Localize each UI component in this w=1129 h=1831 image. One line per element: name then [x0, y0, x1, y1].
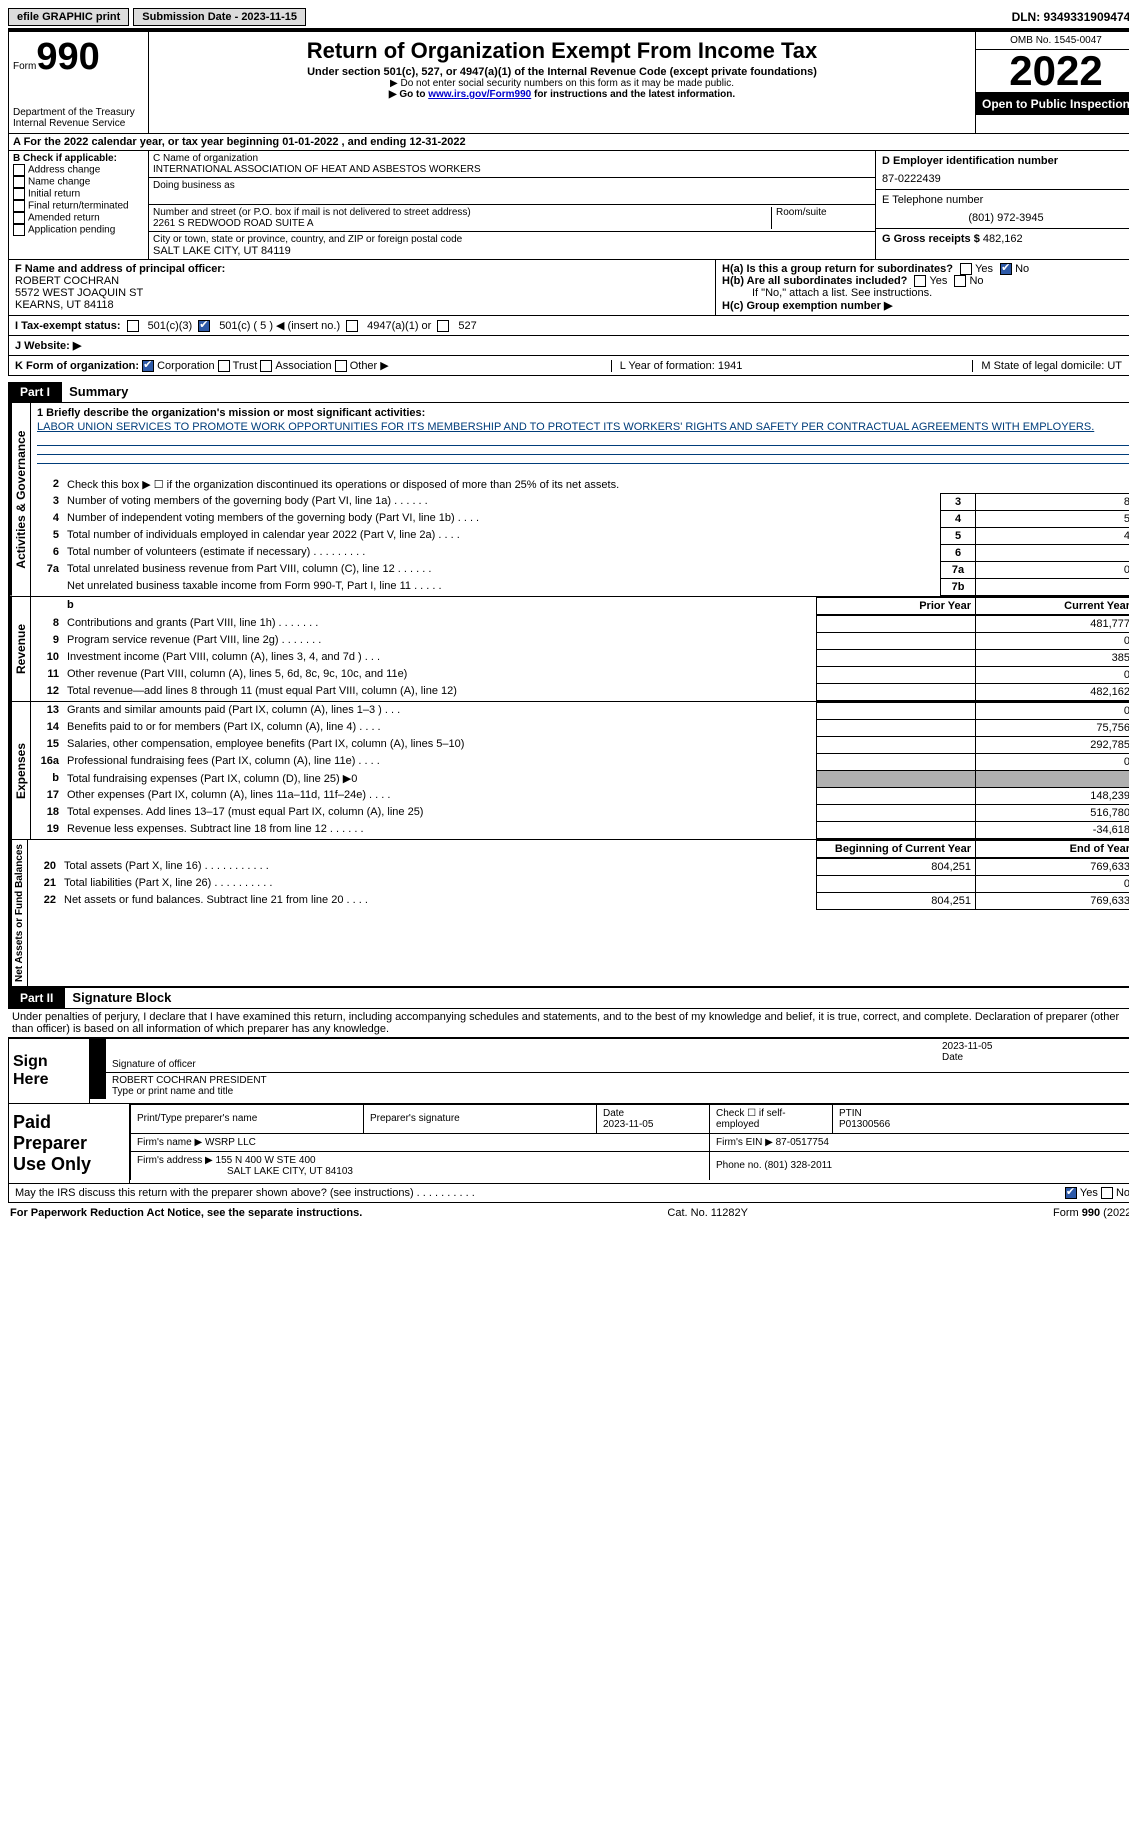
city-state-zip: SALT LAKE CITY, UT 84119	[153, 245, 871, 257]
side-expenses: Expenses	[10, 702, 30, 839]
col-d: D Employer identification number 87-0222…	[876, 151, 1129, 259]
org-name: INTERNATIONAL ASSOCIATION OF HEAT AND AS…	[153, 164, 871, 175]
side-netassets: Net Assets or Fund Balances	[10, 840, 27, 986]
firm-phone: (801) 328-2011	[764, 1160, 832, 1171]
firm-name: WSRP LLC	[205, 1137, 256, 1148]
open-to-public: Open to Public Inspection	[976, 93, 1129, 115]
street-address: 2261 S REDWOOD ROAD SUITE A	[153, 218, 771, 229]
penalty-text: Under penalties of perjury, I declare th…	[8, 1008, 1129, 1037]
form-number: Form990	[13, 36, 144, 79]
side-revenue: Revenue	[10, 597, 30, 701]
col-c: C Name of organization INTERNATIONAL ASS…	[149, 151, 876, 259]
cb-name-change[interactable]: Name change	[13, 176, 144, 188]
col-b: B Check if applicable: Address change Na…	[9, 151, 149, 259]
goto-note: ▶ Go to www.irs.gov/Form990 for instruct…	[153, 89, 971, 100]
officer-name: ROBERT COCHRAN	[15, 275, 119, 287]
row-a-period: A For the 2022 calendar year, or tax yea…	[8, 134, 1129, 151]
paid-preparer-block: Paid Preparer Use Only Print/Type prepar…	[8, 1104, 1129, 1184]
tax-year: 2022	[976, 50, 1129, 93]
may-irs-row: May the IRS discuss this return with the…	[8, 1184, 1129, 1203]
page-footer: For Paperwork Reduction Act Notice, see …	[8, 1207, 1129, 1219]
mission-text: LABOR UNION SERVICES TO PROMOTE WORK OPP…	[37, 419, 1129, 437]
cb-app-pending[interactable]: Application pending	[13, 224, 144, 236]
row-i: I Tax-exempt status: 501(c)(3) 501(c) ( …	[8, 316, 1129, 336]
part2-header: Part II	[8, 988, 65, 1008]
section-bcd: B Check if applicable: Address change Na…	[8, 151, 1129, 260]
ein: 87-0222439	[882, 173, 1129, 185]
form-header: Form990 Department of the Treasury Inter…	[8, 31, 1129, 134]
efile-print-button[interactable]: efile GRAPHIC print	[8, 8, 129, 26]
part1-header: Part I	[8, 382, 62, 402]
gross-receipts: 482,162	[983, 233, 1023, 245]
ptin: P01300566	[839, 1119, 890, 1130]
firm-ein: 87-0517754	[776, 1137, 829, 1148]
ssn-note: ▶ Do not enter social security numbers o…	[153, 78, 971, 89]
part1-body: Activities & Governance 1 Briefly descri…	[8, 402, 1129, 988]
row-k: K Form of organization: Corporation Trus…	[8, 356, 1129, 376]
side-activities: Activities & Governance	[10, 403, 30, 596]
irs-link[interactable]: www.irs.gov/Form990	[428, 89, 531, 100]
cb-amended[interactable]: Amended return	[13, 212, 144, 224]
telephone: (801) 972-3945	[882, 212, 1129, 224]
form-title: Return of Organization Exempt From Incom…	[153, 38, 971, 64]
submission-date: Submission Date - 2023-11-15	[133, 8, 306, 26]
form-subtitle: Under section 501(c), 527, or 4947(a)(1)…	[153, 66, 971, 78]
cb-initial-return[interactable]: Initial return	[13, 188, 144, 200]
officer-print-name: ROBERT COCHRAN PRESIDENT	[112, 1075, 930, 1086]
section-f-h: F Name and address of principal officer:…	[8, 260, 1129, 316]
dln: DLN: 93493319094743	[1012, 10, 1129, 24]
row-j: J Website: ▶	[8, 336, 1129, 356]
cb-address-change[interactable]: Address change	[13, 164, 144, 176]
cb-final-return[interactable]: Final return/terminated	[13, 200, 144, 212]
sign-here-block: Sign Here Signature of officer 2023-11-0…	[8, 1037, 1129, 1104]
dept-treasury: Department of the Treasury Internal Reve…	[13, 107, 144, 129]
top-bar: efile GRAPHIC print Submission Date - 20…	[8, 8, 1129, 26]
